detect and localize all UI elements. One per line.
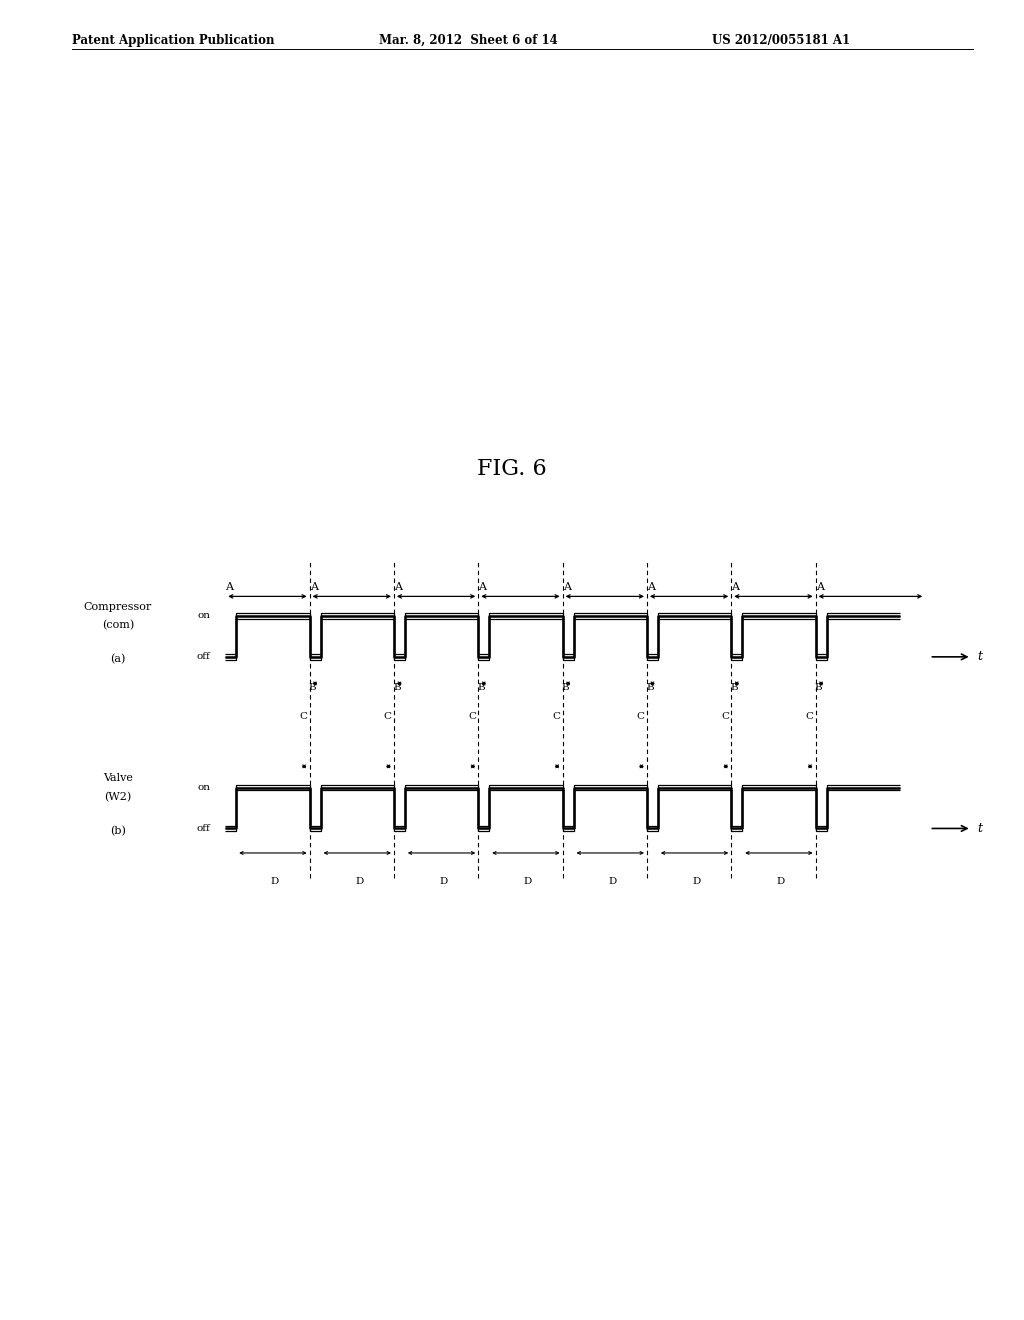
Text: B: B — [477, 682, 485, 692]
Text: C: C — [553, 713, 560, 722]
Text: D: D — [777, 878, 785, 887]
Text: A: A — [394, 582, 402, 593]
Text: D: D — [271, 878, 280, 887]
Text: C: C — [468, 713, 476, 722]
Text: A: A — [225, 582, 233, 593]
Text: C: C — [384, 713, 392, 722]
Text: A: A — [731, 582, 739, 593]
Text: C: C — [721, 713, 729, 722]
Text: (a): (a) — [110, 655, 126, 664]
Text: US 2012/0055181 A1: US 2012/0055181 A1 — [712, 33, 850, 46]
Text: B: B — [562, 682, 569, 692]
Text: D: D — [524, 878, 532, 887]
Text: Mar. 8, 2012  Sheet 6 of 14: Mar. 8, 2012 Sheet 6 of 14 — [379, 33, 558, 46]
Text: off: off — [197, 652, 210, 661]
Text: C: C — [637, 713, 645, 722]
Text: A: A — [310, 582, 317, 593]
Text: t: t — [978, 651, 982, 664]
Text: on: on — [197, 611, 210, 620]
Text: Compressor: Compressor — [84, 602, 152, 611]
Text: B: B — [309, 682, 316, 692]
Text: D: D — [355, 878, 364, 887]
Text: B: B — [815, 682, 822, 692]
Text: D: D — [439, 878, 447, 887]
Text: A: A — [478, 582, 486, 593]
Text: B: B — [646, 682, 653, 692]
Text: (W2): (W2) — [104, 792, 131, 801]
Text: (b): (b) — [110, 826, 126, 836]
Text: off: off — [197, 824, 210, 833]
Text: D: D — [608, 878, 616, 887]
Text: C: C — [806, 713, 813, 722]
Text: on: on — [197, 783, 210, 792]
Text: A: A — [647, 582, 655, 593]
Text: B: B — [393, 682, 400, 692]
Text: t: t — [978, 822, 982, 836]
Text: D: D — [692, 878, 700, 887]
Text: B: B — [730, 682, 738, 692]
Text: A: A — [816, 582, 823, 593]
Text: Valve: Valve — [102, 774, 133, 783]
Text: FIG. 6: FIG. 6 — [477, 458, 547, 479]
Text: (com): (com) — [101, 620, 134, 630]
Text: Patent Application Publication: Patent Application Publication — [72, 33, 274, 46]
Text: A: A — [563, 582, 570, 593]
Text: C: C — [299, 713, 307, 722]
